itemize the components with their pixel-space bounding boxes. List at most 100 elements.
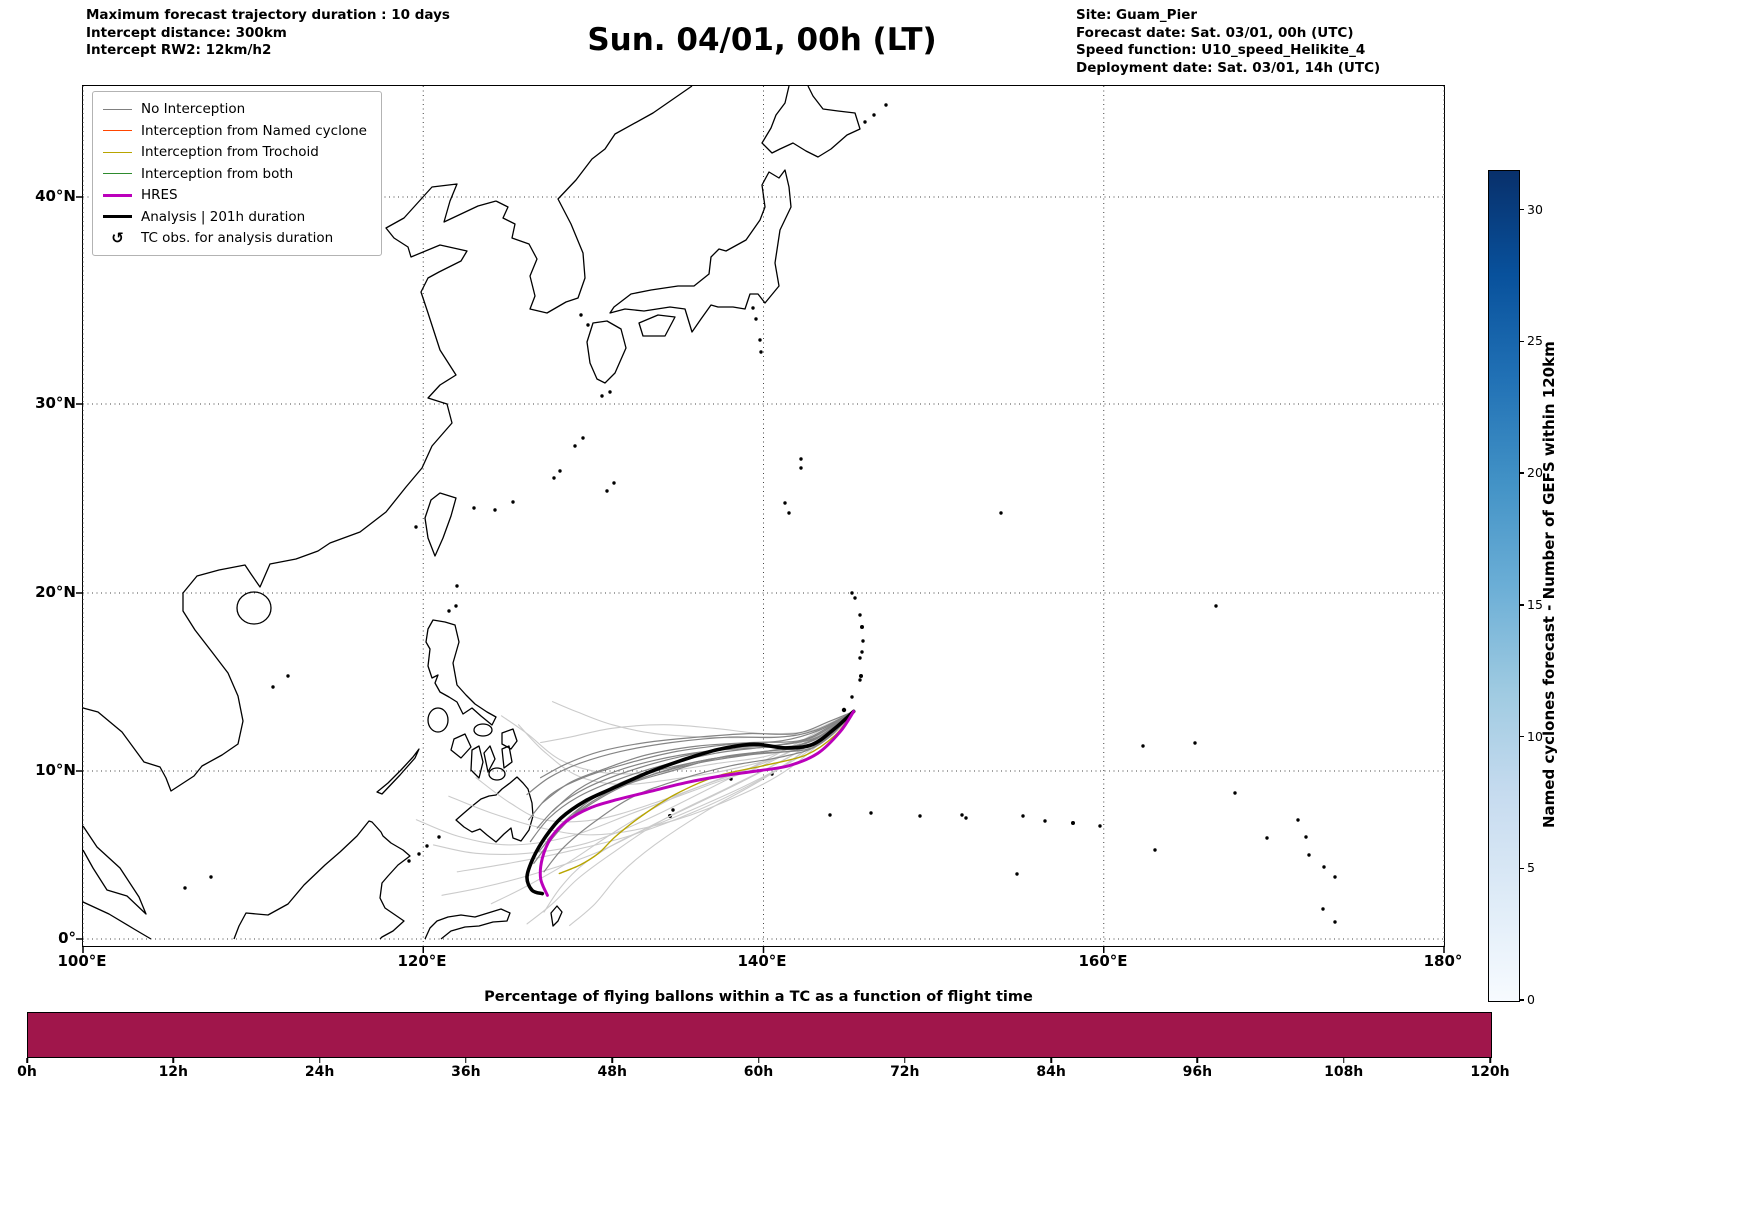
island-dot [858, 613, 862, 617]
black-line-swatch [103, 215, 132, 218]
x-tick-180: 180° [1423, 952, 1463, 970]
island-dot [859, 674, 863, 678]
island-dot [511, 500, 515, 504]
colorbar-tick-label: 0 [1527, 992, 1535, 1007]
olive-line-swatch [103, 151, 132, 153]
island-dot [758, 338, 762, 342]
island-dot [573, 444, 577, 448]
colorbar-tick [1519, 208, 1524, 211]
island-dot [783, 501, 787, 505]
island-dot [999, 511, 1003, 515]
bottom-axis-tick-label: 96h [1182, 1064, 1213, 1080]
island-dot [271, 685, 275, 689]
island-dot [612, 481, 616, 485]
speed-function-text: Speed function: U10_speed_Helikite_4 [1076, 42, 1366, 58]
colorbar-tick-label: 5 [1527, 860, 1535, 876]
island-dot [841, 707, 847, 713]
map-canvas [76, 85, 1445, 953]
island-dot [1071, 821, 1075, 825]
island-dot [1265, 836, 1269, 840]
island-dot [605, 489, 609, 493]
bottom-axis-tick-label: 12h [158, 1064, 189, 1080]
coastline [82, 183, 497, 792]
coastline [424, 908, 511, 940]
island-dot [884, 103, 888, 107]
island [236, 591, 272, 625]
map-plot: No Interception Interception from Named … [76, 85, 1445, 953]
colorbar-tick-label: 15 [1527, 596, 1543, 612]
legend-label: Interception from Named cyclone [141, 122, 367, 139]
coastline [550, 905, 563, 927]
island-dot [1141, 744, 1145, 748]
island-dot [858, 678, 862, 682]
island-dot [1322, 865, 1326, 869]
coastline [470, 745, 484, 779]
legend-label: Analysis | 201h duration [141, 208, 306, 225]
island-dot [581, 436, 585, 440]
island-dot [414, 525, 418, 529]
legend-item-no-interception: No Interception [103, 100, 367, 118]
bottom-axis-tick [1050, 1058, 1052, 1063]
figure-title: Sun. 04/01, 00h (LT) [587, 22, 937, 58]
map-legend: No Interception Interception from Named … [92, 91, 382, 256]
island-dot [850, 591, 854, 595]
colorbar-gradient [1488, 170, 1520, 1002]
colorbar-tick-label: 25 [1527, 333, 1543, 349]
coastline [609, 169, 792, 333]
island-dot [799, 466, 803, 470]
colorbar-tick-label: 10 [1527, 728, 1543, 744]
trajectory-ensemble-light [441, 710, 855, 896]
colorbar-tick [1519, 999, 1524, 1001]
trajectory-ensemble-dark [540, 710, 855, 779]
island-dot [1321, 907, 1325, 911]
island-dot [286, 674, 290, 678]
island-dot [1296, 818, 1300, 822]
bottom-axis-tick [172, 1058, 175, 1063]
island-dot [861, 639, 865, 643]
coastline [761, 85, 861, 158]
island-dot [472, 506, 476, 510]
island-dot [608, 390, 612, 394]
deployment-date-text: Deployment date: Sat. 03/01, 14h (UTC) [1076, 59, 1381, 76]
trajectory-ensemble-light [500, 710, 855, 775]
island-dot [1333, 920, 1337, 924]
bottom-axis-tick-label: 108h [1324, 1064, 1364, 1080]
coastline [376, 748, 420, 795]
colorbar-tick-label: 20 [1527, 465, 1543, 481]
bottom-axis-tick-label: 24h [304, 1064, 335, 1080]
x-tick-160e: 160°E [1078, 952, 1128, 970]
island-dot [960, 813, 964, 817]
trajectories [415, 701, 856, 927]
island-dot [1021, 814, 1025, 818]
intercept-distance-text: Intercept distance: 300km [86, 24, 287, 41]
island-dot [918, 814, 922, 818]
bottom-axis-tick [1196, 1058, 1199, 1063]
y-tick-0: 0° [58, 929, 76, 947]
bottom-axis-tick [465, 1058, 467, 1063]
trajectory-ensemble-light [540, 710, 855, 744]
y-tick-10n: 10°N [35, 761, 76, 779]
island-dot [558, 469, 562, 473]
bottom-axis-tick [318, 1058, 321, 1063]
island-dot [754, 317, 758, 321]
island [473, 723, 493, 737]
island-dot [1153, 848, 1157, 852]
trajectory-ensemble-dark [526, 710, 855, 796]
legend-item-hres: HRES [103, 186, 367, 204]
header-right: Site: Guam_Pier Forecast date: Sat. 03/0… [1076, 7, 1380, 77]
coastline [455, 776, 534, 843]
colorbar-tick [1519, 340, 1524, 343]
trajectory-analysis [525, 709, 856, 896]
legend-label: TC obs. for analysis duration [141, 230, 334, 246]
bottom-axis-tick [1342, 1058, 1345, 1063]
island-dot [860, 650, 864, 654]
forecast-date-text: Forecast date: Sat. 03/01, 00h (UTC) [1076, 24, 1354, 41]
legend-item-tc-obs: ↺ TC obs. for analysis duration [103, 229, 367, 247]
island-dot [869, 811, 873, 815]
trajectory-ensemble-dark [541, 710, 855, 804]
island-dot [858, 656, 862, 660]
x-tick-100e: 100°E [57, 952, 107, 970]
coastline [501, 745, 513, 769]
intercept-rw2-text: Intercept RW2: 12km/h2 [86, 42, 272, 58]
coastline [501, 728, 518, 750]
